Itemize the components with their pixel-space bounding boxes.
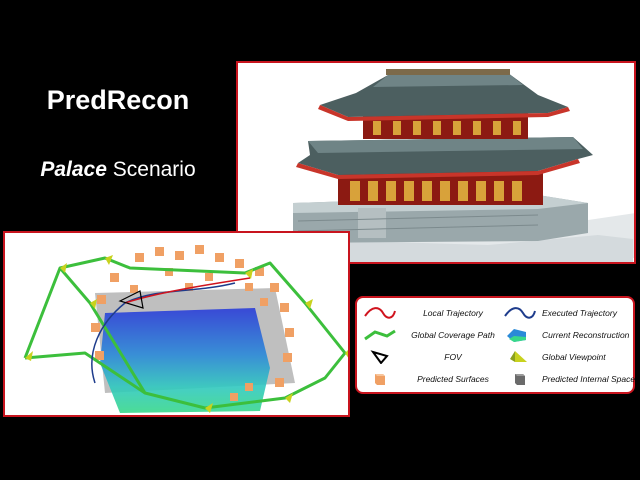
blue-curve-icon	[504, 307, 536, 319]
legend-label: Global Coverage Path	[411, 330, 495, 340]
scenario-suffix: Scenario	[106, 158, 196, 181]
viewpoint-icon	[510, 351, 527, 362]
legend-label: Executed Trajectory	[542, 308, 617, 318]
scenario-name: Palace	[40, 158, 107, 181]
legend-item-global-viewpoint: Global Viewpoint	[503, 350, 606, 364]
legend-label: Predicted Internal Space	[542, 374, 636, 384]
legend-label: Local Trajectory	[423, 308, 483, 318]
reconstruction-panel	[3, 231, 350, 417]
legend-item-fov: FOV	[363, 350, 504, 364]
title-block: PredRecon Palace Scenario	[0, 0, 236, 230]
reconstruction-icon	[507, 329, 526, 342]
main-title: PredRecon	[46, 85, 190, 115]
legend-label: Current Reconstruction	[542, 330, 630, 340]
green-path-icon	[364, 329, 396, 341]
legend-item-local-trajectory: Local Trajectory	[363, 306, 504, 320]
legend-label: FOV	[444, 352, 462, 362]
orange-cube-icon	[375, 374, 385, 385]
legend-label: Predicted Surfaces	[417, 374, 489, 384]
legend: Local Trajectory Executed Trajectory Glo…	[355, 296, 635, 394]
red-curve-icon	[364, 307, 396, 319]
legend-item-current-reconstruction: Current Reconstruction	[503, 328, 629, 342]
fov-frustum-icon	[370, 350, 389, 364]
reconstruction-visualization	[23, 245, 348, 413]
legend-item-predicted-surfaces: Predicted Surfaces	[363, 372, 504, 386]
legend-item-executed-trajectory: Executed Trajectory	[503, 306, 617, 320]
legend-item-global-coverage-path: Global Coverage Path	[363, 328, 504, 342]
gray-cube-icon	[515, 374, 525, 385]
legend-item-predicted-internal-space: Predicted Internal Space	[503, 372, 635, 386]
legend-label: Global Viewpoint	[542, 352, 606, 362]
scenario-subtitle: Palace Scenario	[0, 158, 236, 182]
